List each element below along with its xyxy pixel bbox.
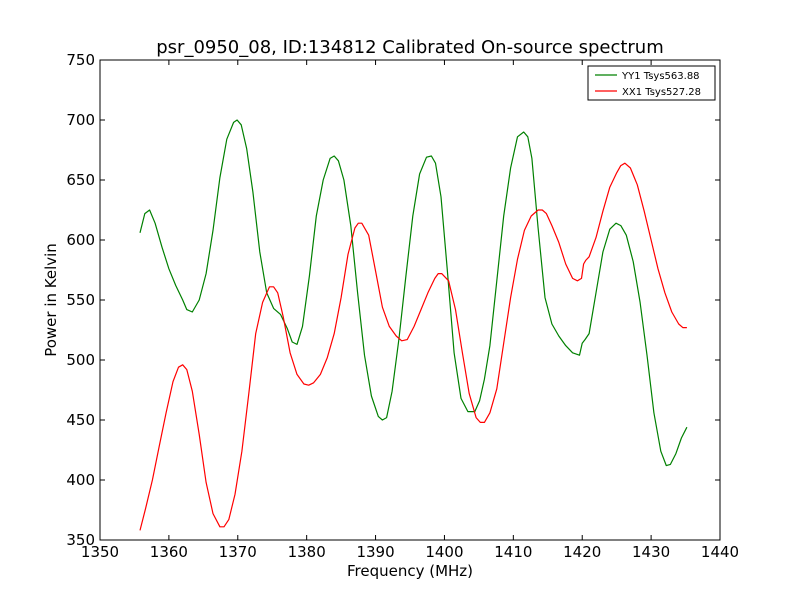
- x-tick-label: 1420: [563, 543, 601, 561]
- tick-layer: 1350 1360 1370 1380 1390 1400 1410 1420 1430 1440…: [66, 51, 739, 561]
- y-tick-label: 600: [66, 231, 95, 249]
- chart-title: psr_0950_08, ID:134812 Calibrated On-sou…: [156, 37, 664, 58]
- x-tick-label: 1400: [425, 543, 463, 561]
- series-line-1: [139, 162, 687, 531]
- x-tick-label: 1350: [81, 543, 119, 561]
- x-tick-label: 1410: [494, 543, 532, 561]
- series-line-0: [139, 119, 688, 467]
- y-tick-label: 500: [66, 351, 95, 369]
- x-tick-label: 1380: [288, 543, 326, 561]
- x-tick-label: 1390: [356, 543, 394, 561]
- x-axis-label: Frequency (MHz): [347, 562, 473, 580]
- legend-label-1: XX1 Tsys527.28: [622, 87, 701, 98]
- series-layer: [139, 119, 688, 531]
- y-tick-label: 450: [66, 411, 95, 429]
- y-tick-label: 350: [66, 531, 95, 549]
- x-tick-label: 1430: [632, 543, 670, 561]
- x-tick-label: 1360: [150, 543, 188, 561]
- x-tick-label: 1370: [219, 543, 257, 561]
- y-tick-label: 700: [66, 111, 95, 129]
- legend-box: [587, 65, 716, 101]
- y-tick-label: 750: [66, 51, 95, 69]
- legend-label-0: YY1 Tsys563.88: [621, 71, 700, 82]
- y-tick-label: 400: [66, 471, 95, 489]
- y-tick-label: 550: [66, 291, 95, 309]
- plot-frame: [99, 59, 721, 541]
- legend: YY1 Tsys563.88 XX1 Tsys527.28: [587, 65, 716, 101]
- x-tick-label: 1440: [701, 543, 739, 561]
- y-axis-label: Power in Kelvin: [42, 243, 60, 357]
- y-tick-label: 650: [66, 171, 95, 189]
